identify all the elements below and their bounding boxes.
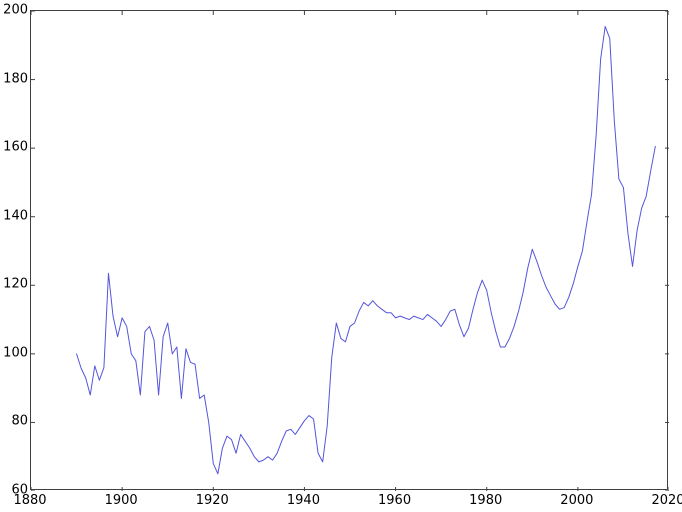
y-tick-label-120: 120 (3, 276, 28, 292)
y-tick-label-80: 80 (11, 413, 28, 429)
x-tick-label-1940: 1940 (286, 493, 320, 508)
x-tick-label-1920: 1920 (195, 493, 229, 508)
data-line-svg (31, 11, 669, 491)
y-axis-tick-labels: 60 80 100 120 140 160 180 200 (0, 0, 28, 512)
x-tick-label-1960: 1960 (378, 493, 412, 508)
x-tick-label-2020: 2020 (651, 493, 682, 508)
y-tick-label-160: 160 (3, 139, 28, 155)
plot-area (30, 10, 669, 491)
y-tick-label-60: 60 (11, 482, 28, 498)
tickmark-group (31, 11, 669, 491)
y-tick-label-180: 180 (3, 71, 28, 87)
x-tick-label-1980: 1980 (469, 493, 503, 508)
x-tick-label-2000: 2000 (560, 493, 594, 508)
series-line-real-home-price-index (76, 25, 656, 475)
y-tick-label-140: 140 (3, 208, 28, 224)
x-tick-label-1900: 1900 (104, 493, 138, 508)
y-tick-label-200: 200 (3, 2, 28, 18)
x-tick-label-1880: 1880 (13, 493, 47, 508)
y-tick-label-100: 100 (3, 345, 28, 361)
